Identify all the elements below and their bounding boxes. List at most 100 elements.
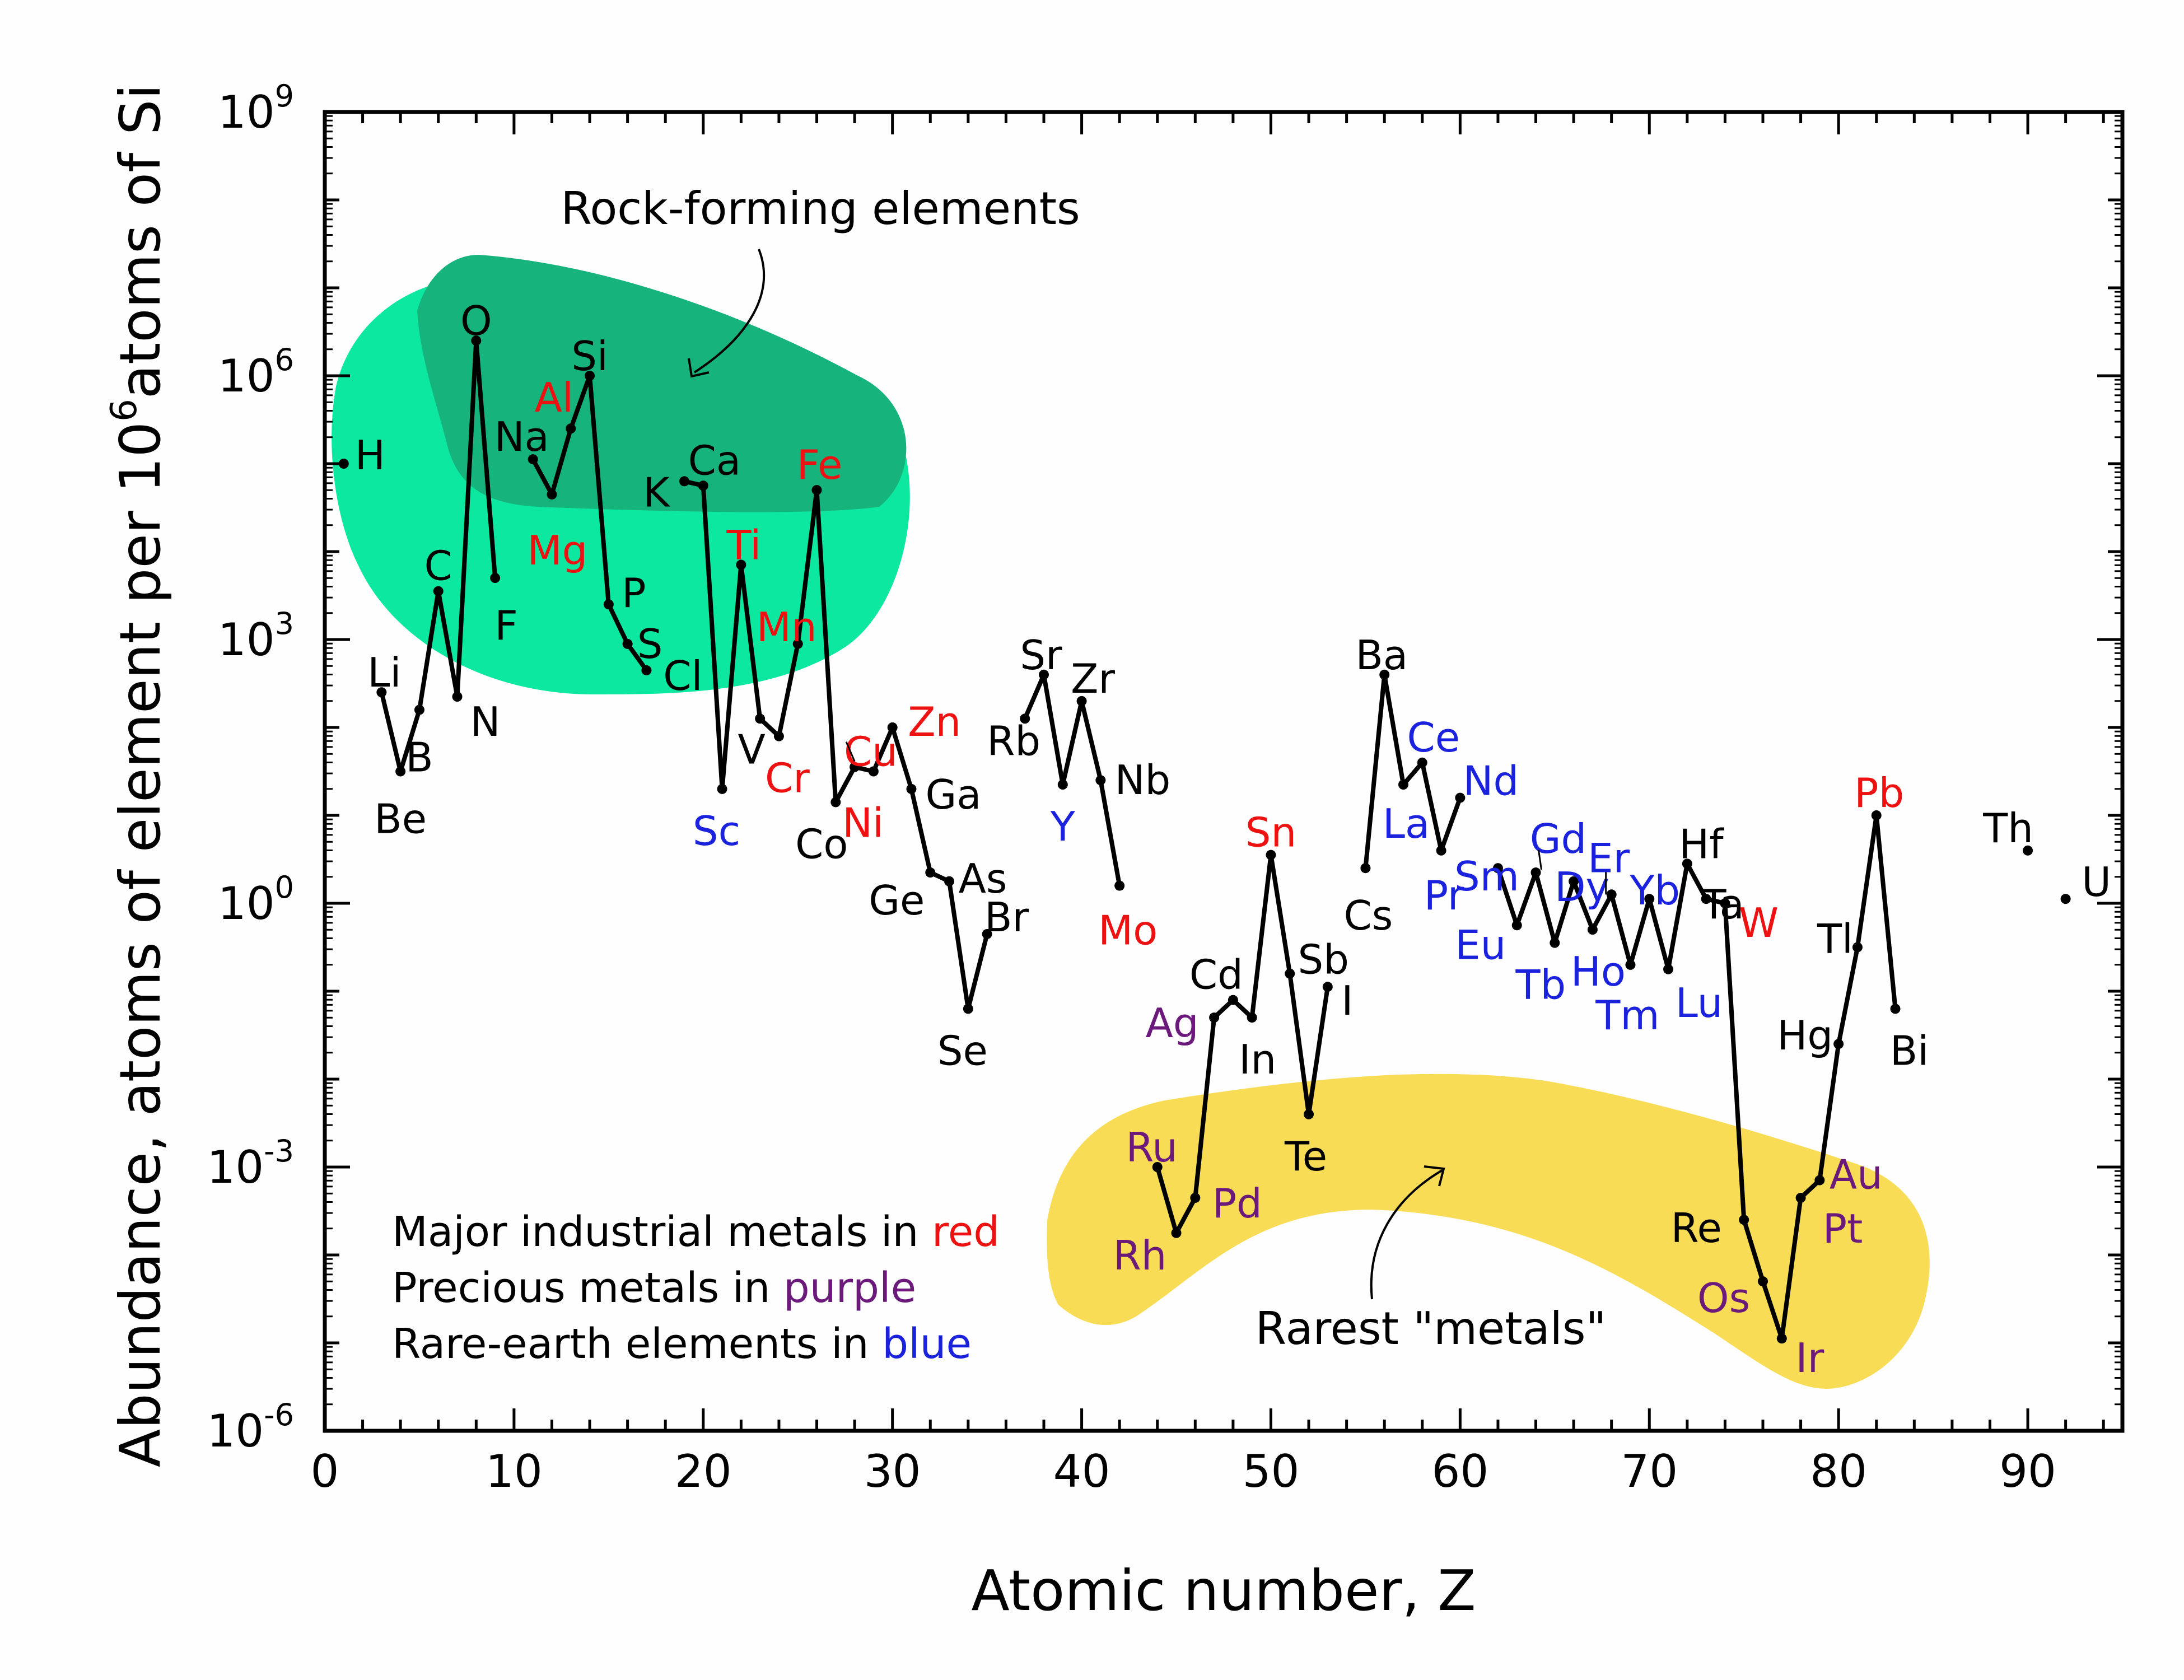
data-point-gd [1530,867,1541,878]
data-point-rh [1171,1228,1182,1238]
data-point-re [1739,1215,1749,1225]
x-tick-label: 30 [864,1445,921,1497]
data-point-in [1247,1012,1257,1023]
element-label-tl: Tl [1817,916,1853,963]
data-point-f [490,573,501,584]
data-point-pd [1190,1192,1201,1203]
element-label-br: Br [984,894,1029,941]
element-label-pr: Pr [1424,872,1464,919]
element-label-cr: Cr [765,755,810,802]
data-point-li [376,687,387,698]
element-label-nb: Nb [1115,757,1171,804]
x-tick-label: 0 [311,1445,339,1497]
data-point-ho [1587,925,1598,935]
rarest-metals-label: Rarest "metals" [1256,1303,1607,1355]
data-point-tl [1852,942,1863,953]
element-label-fe: Fe [797,441,843,488]
data-point-tm [1625,959,1636,970]
label-leader [1538,850,1543,870]
data-point-nb [1095,775,1106,786]
data-point-as [944,876,955,886]
element-label-cd: Cd [1189,951,1243,998]
abundance-series [338,335,2071,1344]
element-label-ho: Ho [1571,948,1626,995]
data-point-p [603,599,614,610]
data-point-sc [717,783,727,794]
element-label-in: In [1239,1036,1276,1083]
element-label-i: I [1341,977,1353,1024]
data-point-cs [1360,863,1371,874]
data-point-ba [1379,669,1390,680]
data-point-v [755,713,766,724]
element-label-as: As [959,855,1007,902]
element-label-v: V [738,726,766,773]
data-point-zr [1076,696,1087,706]
data-point-u [2060,894,2071,904]
rock-forming-region-dark [417,255,907,512]
element-label-os: Os [1697,1275,1750,1322]
data-point-o [471,335,482,346]
data-point-er [1606,889,1617,900]
element-label-sc: Sc [693,808,740,855]
element-label-ag: Ag [1146,1000,1199,1047]
data-point-ge [925,867,936,878]
data-point-cl [641,665,652,675]
element-label-tm: Tm [1595,992,1659,1039]
x-tick-label: 20 [675,1445,732,1497]
element-label-yb: Yb [1629,867,1680,914]
color-legend: Major industrial metals in red Precious m… [392,1208,1000,1368]
data-point-sb [1285,968,1295,979]
element-label-ni: Ni [842,800,884,847]
element-label-ti: Ti [726,522,761,569]
element-label-f: F [494,602,517,649]
element-label-mo: Mo [1098,907,1158,954]
element-label-o: O [460,297,492,344]
data-point-be [395,766,406,777]
data-point-au [1814,1175,1825,1186]
element-label-li: Li [367,649,401,696]
element-label-pd: Pd [1212,1180,1262,1227]
x-tick-label: 70 [1621,1445,1678,1497]
x-tick-label: 60 [1431,1445,1488,1497]
element-label-sn: Sn [1245,809,1296,856]
element-label-au: Au [1830,1151,1883,1198]
x-axis-title: Atomic number, Z [971,1558,1476,1623]
data-point-nd [1455,792,1466,803]
data-point-eu [1511,920,1522,931]
element-label-zr: Zr [1071,655,1115,702]
data-point-ru [1152,1162,1163,1172]
element-label-co: Co [795,820,848,867]
element-label-ca: Ca [688,437,741,484]
legend-line-rare_earth: Rare-earth elements in blue [392,1320,972,1368]
legend-line-industrial: Major industrial metals in red [392,1208,1000,1256]
element-label-lu: Lu [1676,979,1723,1026]
element-label-ce: Ce [1407,714,1460,761]
element-label-al: Al [535,374,573,421]
element-label-sm: Sm [1454,853,1519,900]
element-label-ir: Ir [1795,1334,1824,1382]
element-label-pt: Pt [1823,1205,1863,1252]
data-point-th [2023,845,2033,856]
element-label-h: H [355,432,385,479]
data-point-co [830,797,841,808]
element-label-si: Si [571,333,608,380]
data-point-ca [698,480,708,491]
x-tick-label: 50 [1243,1445,1300,1497]
data-point-pr [1436,845,1446,856]
x-tick-label: 80 [1810,1445,1867,1497]
x-tick-label: 90 [1999,1445,2056,1497]
data-point-ag [1209,1012,1220,1023]
data-point-br [982,928,992,939]
data-point-rb [1020,713,1030,724]
data-point-mg [547,489,557,500]
data-point-cr [773,731,784,741]
rarest-metals-arrow [1370,1169,1443,1300]
element-label-sb: Sb [1298,936,1349,983]
x-tick-label: 40 [1053,1445,1110,1497]
rock-forming-label: Rock-forming elements [561,183,1080,235]
data-point-se [963,1004,973,1014]
plot-frame [323,110,2125,1433]
data-point-si [585,371,595,381]
element-label-hf: Hf [1679,820,1724,867]
